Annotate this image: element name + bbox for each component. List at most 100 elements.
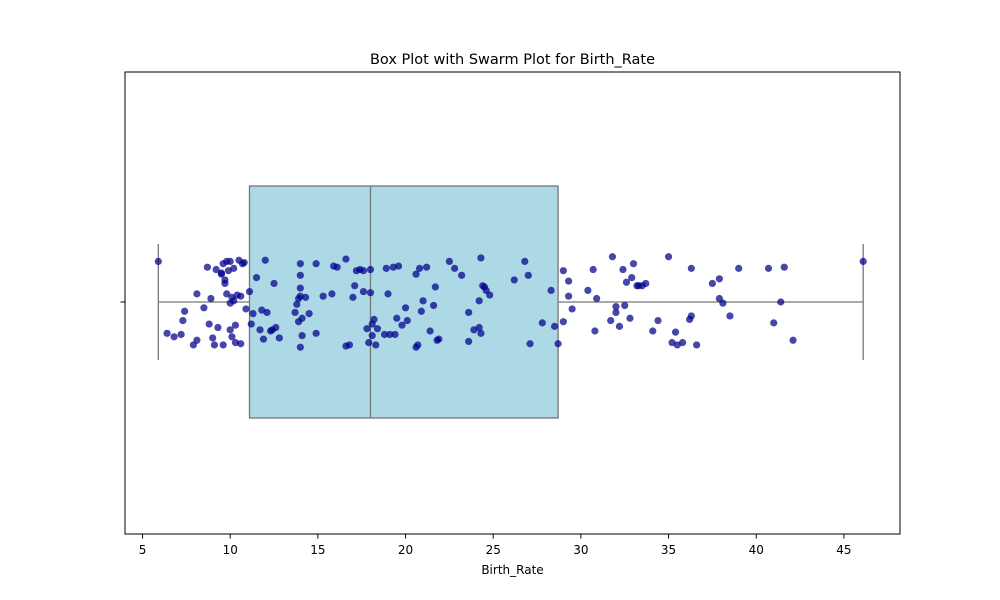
swarm-point bbox=[789, 336, 797, 344]
swarm-point bbox=[591, 327, 599, 335]
x-axis: 5 10 15 20 25 30 35 40 45 bbox=[139, 534, 852, 557]
swarm-point bbox=[559, 318, 567, 326]
swarm-point bbox=[296, 284, 304, 292]
x-tick-label: 30 bbox=[573, 543, 588, 557]
swarm-point bbox=[565, 292, 573, 300]
swarm-point bbox=[671, 328, 680, 336]
swarm-point bbox=[366, 289, 375, 297]
swarm-point bbox=[393, 314, 401, 322]
swarm-point bbox=[312, 260, 320, 268]
swarm-point bbox=[589, 265, 597, 274]
swarm-point bbox=[291, 308, 299, 317]
swarm-point bbox=[261, 256, 269, 264]
swarm-point bbox=[550, 322, 559, 330]
swarm-point bbox=[526, 340, 534, 348]
swarm-point bbox=[445, 257, 453, 265]
swarm-point bbox=[193, 290, 201, 298]
swarm-point bbox=[363, 325, 371, 333]
swarm-point bbox=[629, 260, 638, 268]
iqr-box bbox=[248, 185, 559, 419]
swarm-point bbox=[230, 297, 238, 305]
x-tick-label: 5 bbox=[139, 543, 147, 557]
swarm-point bbox=[615, 322, 624, 330]
swarm-point bbox=[252, 274, 261, 282]
swarm-point bbox=[203, 263, 212, 271]
swarm-point bbox=[256, 326, 264, 334]
swarm-point bbox=[237, 292, 245, 300]
swarm-point bbox=[565, 277, 573, 285]
swarm-point bbox=[366, 265, 375, 274]
swarm-point bbox=[296, 343, 304, 351]
swarm-point bbox=[272, 323, 280, 332]
swarm-point bbox=[678, 339, 687, 347]
swarm-point bbox=[554, 340, 562, 348]
swarm-point bbox=[221, 276, 229, 284]
swarm-point bbox=[559, 267, 567, 275]
x-tick-label: 15 bbox=[310, 543, 325, 557]
swarm-point bbox=[293, 300, 301, 308]
swarm-point bbox=[368, 332, 376, 340]
swarm-point bbox=[475, 297, 483, 305]
swarm-point bbox=[342, 255, 350, 263]
swarm-point bbox=[296, 271, 304, 279]
swarm-point bbox=[351, 282, 359, 290]
swarm-point bbox=[328, 290, 336, 298]
swarm-point bbox=[359, 267, 368, 275]
swarm-point bbox=[422, 263, 431, 271]
swarm-point bbox=[477, 254, 485, 262]
swarm-point bbox=[275, 334, 283, 342]
swarm-point bbox=[263, 308, 271, 317]
swarm-point bbox=[226, 257, 234, 265]
swarm-point bbox=[412, 270, 420, 278]
swarm-point bbox=[693, 341, 701, 349]
swarm-point bbox=[419, 297, 427, 305]
swarm-point bbox=[426, 327, 434, 335]
swarm-point bbox=[777, 298, 785, 306]
swarm-point bbox=[380, 330, 389, 339]
swarm-point bbox=[403, 316, 411, 325]
swarm-point bbox=[223, 290, 231, 298]
swarm-point bbox=[163, 329, 171, 337]
x-tick-label: 45 bbox=[836, 543, 851, 557]
swarm-point bbox=[247, 320, 255, 328]
swarm-point bbox=[735, 264, 743, 272]
swarm-point bbox=[214, 323, 222, 332]
swarm-point bbox=[435, 335, 443, 343]
swarm-point bbox=[619, 265, 627, 274]
swarm-point bbox=[391, 330, 399, 339]
swarm-point bbox=[687, 312, 695, 320]
swarm-point bbox=[345, 341, 354, 349]
swarm-point bbox=[568, 305, 576, 313]
swarm-point bbox=[386, 330, 394, 339]
swarm-point bbox=[465, 308, 473, 317]
swarm-point bbox=[372, 341, 380, 349]
x-tick-label: 20 bbox=[398, 543, 413, 557]
swarm-point bbox=[687, 264, 695, 272]
swarm-point bbox=[524, 271, 532, 279]
swarm-point bbox=[181, 307, 189, 315]
swarm-point bbox=[270, 279, 278, 288]
swarm-point bbox=[538, 319, 546, 327]
swarm-point bbox=[249, 310, 257, 318]
swarm-point bbox=[226, 326, 234, 334]
swarm-point bbox=[654, 316, 662, 325]
swarm-point bbox=[401, 304, 410, 312]
swarm-point bbox=[177, 330, 185, 339]
swarm-point bbox=[370, 315, 378, 323]
swarm-point bbox=[210, 341, 219, 349]
swarm-point bbox=[365, 339, 373, 347]
x-tick-label: 35 bbox=[661, 543, 676, 557]
swarm-point bbox=[510, 276, 518, 284]
swarm-point bbox=[242, 305, 250, 313]
swarm-point bbox=[770, 319, 778, 327]
swarm-point bbox=[715, 275, 724, 283]
swarm-point bbox=[642, 279, 650, 288]
swarm-point bbox=[719, 299, 727, 307]
swarm-point bbox=[417, 307, 425, 315]
swarm-point bbox=[451, 264, 459, 272]
swarm-point bbox=[431, 283, 439, 291]
swarm-point bbox=[394, 262, 403, 270]
swarm-point bbox=[296, 260, 304, 268]
swarm-point bbox=[207, 294, 215, 303]
